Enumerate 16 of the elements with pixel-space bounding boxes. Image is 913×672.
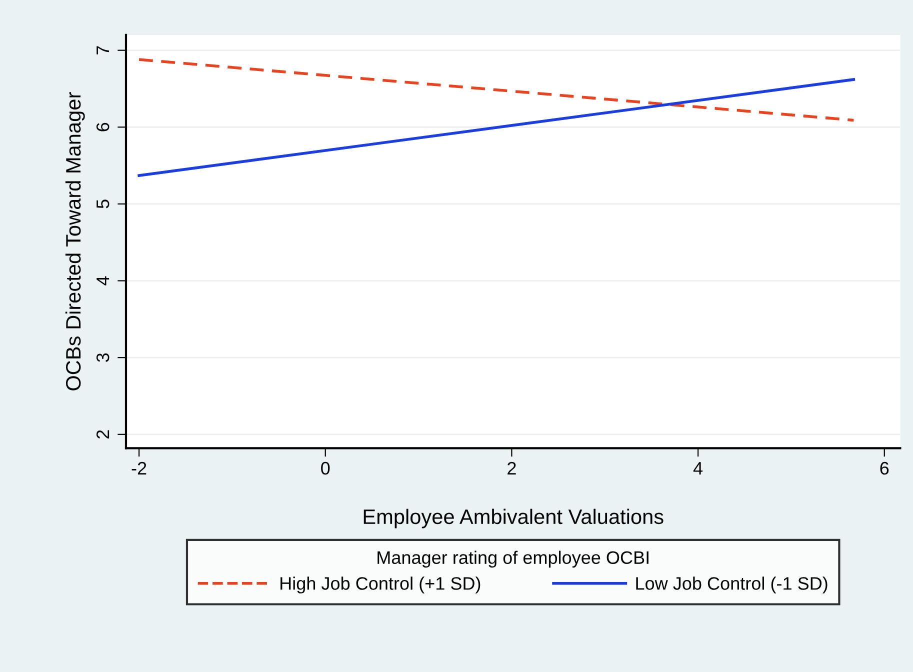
y-tick-label: 4 (96, 276, 110, 286)
y-axis-title: OCBs Directed Toward Manager (65, 92, 85, 390)
x-tick-label: 2 (508, 462, 516, 475)
legend-label: Low Job Control (-1 SD) (636, 576, 828, 594)
x-tick-label: 0 (321, 462, 330, 475)
x-tick-label: 4 (693, 462, 703, 475)
legend-label: High Job Control (+1 SD) (280, 576, 480, 594)
y-tick-label: 2 (96, 430, 110, 439)
x-tick-label: -2 (132, 462, 146, 475)
y-tick-label: 5 (96, 200, 110, 208)
y-tick-label: 3 (96, 353, 110, 362)
x-tick-label: 6 (880, 462, 889, 475)
legend-title: Manager rating of employee OCBI (378, 550, 648, 568)
x-axis-title: Employee Ambivalent Valuations (364, 508, 664, 528)
y-tick-label: 7 (96, 46, 110, 54)
y-tick-label: 6 (96, 122, 110, 132)
